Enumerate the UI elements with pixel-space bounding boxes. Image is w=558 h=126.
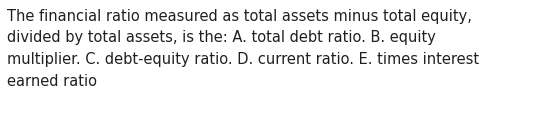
- Text: The financial ratio measured as total assets minus total equity,
divided by tota: The financial ratio measured as total as…: [7, 9, 479, 89]
